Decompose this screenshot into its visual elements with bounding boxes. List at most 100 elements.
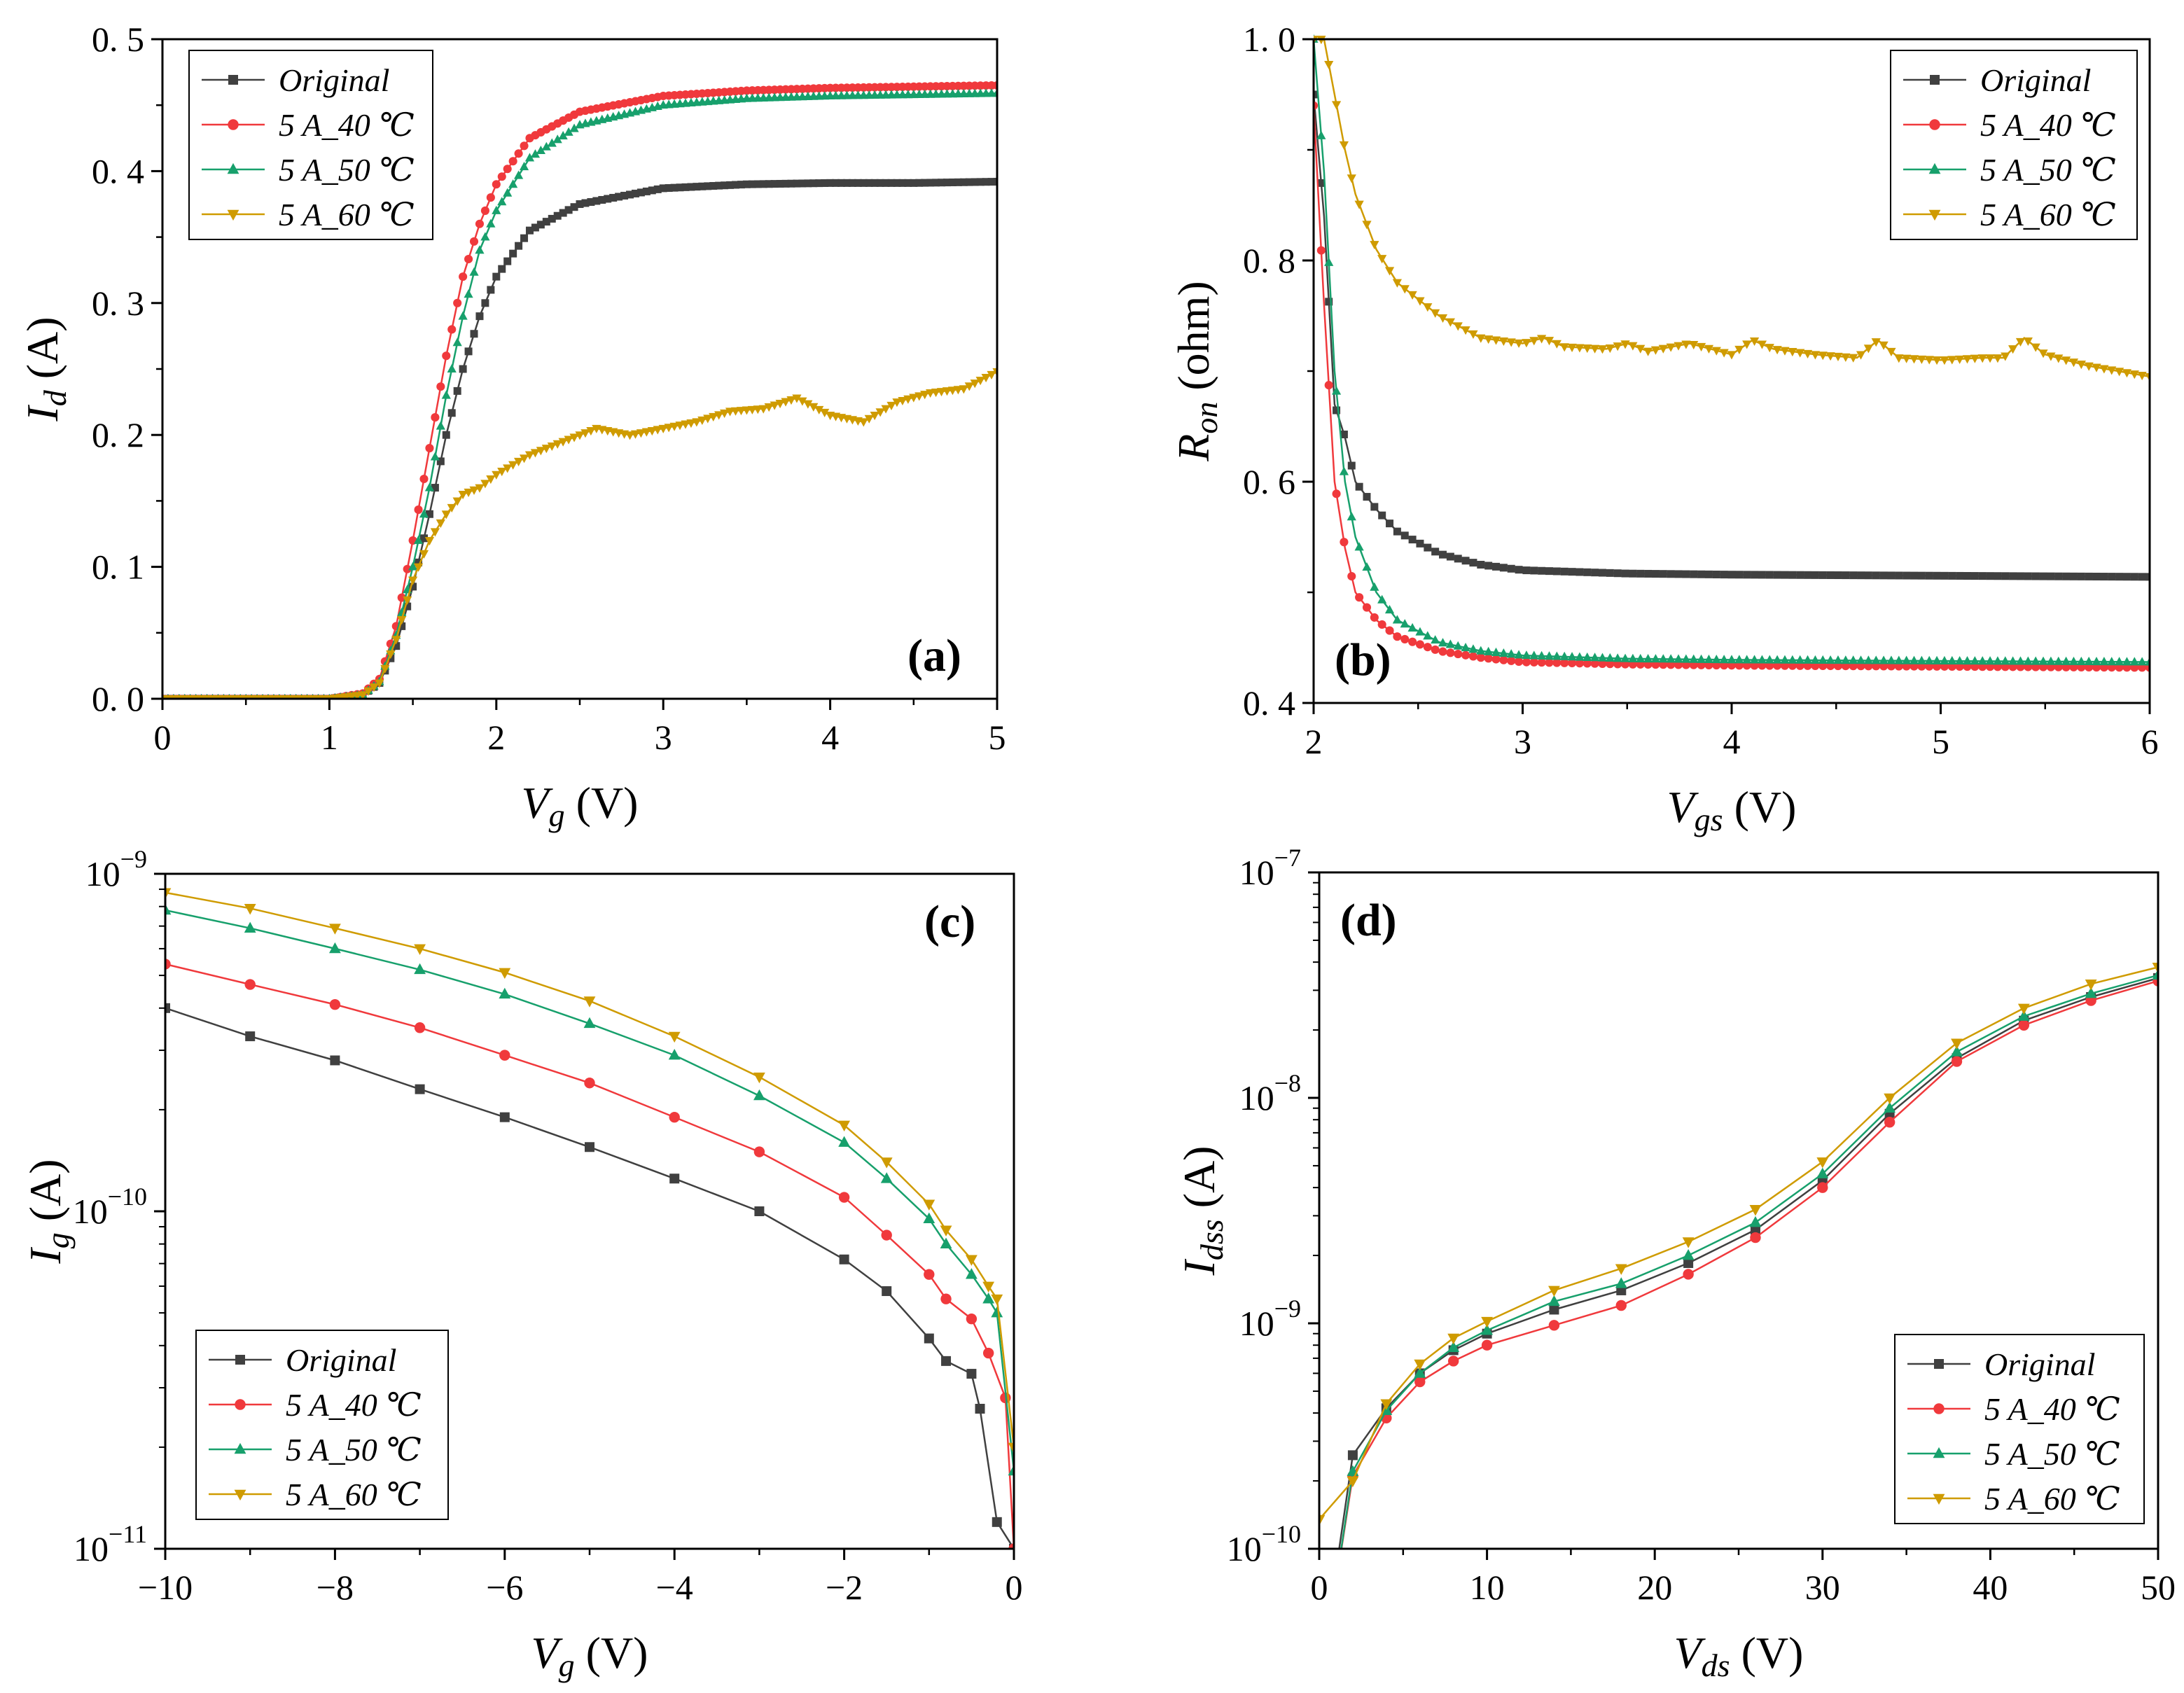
- data-point-d-3: [1414, 1359, 1426, 1371]
- x-tick-label: 50: [2141, 1568, 2176, 1607]
- y-tick-label: 10−7: [1239, 844, 1301, 892]
- data-point-b-0: [1538, 566, 1546, 575]
- data-point-a-0: [531, 223, 539, 232]
- data-point-b-1: [1431, 645, 1440, 654]
- data-point-b-0: [1576, 568, 1584, 576]
- data-point-a-0: [659, 184, 667, 193]
- data-point-b-3: [1681, 340, 1691, 349]
- data-point-b-3: [1415, 297, 1425, 306]
- data-point-d-3: [1481, 1316, 1493, 1328]
- data-point-b-0: [2100, 573, 2108, 581]
- data-point-b-0: [1386, 520, 1394, 528]
- data-point-b-0: [1629, 569, 1637, 578]
- data-point-c-1: [966, 1313, 978, 1325]
- data-point-d-3: [2152, 963, 2158, 974]
- data-point-b-0: [2009, 572, 2017, 580]
- data-point-b-3: [1491, 336, 1501, 345]
- x-tick-label: 0: [1311, 1568, 1328, 1607]
- data-point-b-1: [1362, 603, 1372, 612]
- data-point-b-3: [2107, 366, 2117, 375]
- data-point-a-0: [475, 312, 484, 321]
- data-point-c-2: [982, 1293, 995, 1304]
- data-point-a-3: [669, 422, 679, 431]
- data-point-b-2: [1658, 654, 1668, 663]
- data-point-a-3: [441, 510, 451, 520]
- y-tick-label: 0. 5: [92, 20, 144, 59]
- data-point-b-3: [1818, 351, 1828, 361]
- data-point-a-3: [653, 426, 662, 435]
- data-point-a-3: [736, 407, 746, 416]
- data-point-c-2: [165, 903, 172, 915]
- panel-c: −10 −8 −6 −4 −2 0 10−11 10−10 10−9 Vg (V) Ig (A) (c…: [20, 845, 1023, 1683]
- x-tick-label: 30: [1805, 1568, 1840, 1607]
- data-point-b-1: [1324, 381, 1333, 390]
- data-point-b-1: [1491, 655, 1501, 664]
- data-point-b-3: [2008, 345, 2018, 354]
- data-point-a-0: [832, 179, 840, 187]
- data-point-b-3: [2046, 352, 2056, 361]
- data-point-b-0: [1416, 539, 1424, 548]
- data-point-c-2: [991, 1306, 1003, 1318]
- data-point-a-0: [804, 179, 812, 188]
- data-point-a-3: [725, 407, 735, 417]
- data-point-b-1: [1484, 654, 1493, 663]
- data-point-c-2: [966, 1268, 978, 1279]
- data-point-a-1: [414, 505, 423, 515]
- data-point-b-2: [1734, 655, 1744, 664]
- data-point-a-2: [413, 535, 424, 544]
- data-point-b-2: [1453, 641, 1463, 650]
- data-point-c-0: [754, 1206, 765, 1216]
- data-point-d-1: [1750, 1232, 1761, 1243]
- data-point-a-3: [564, 436, 573, 445]
- data-point-a-0: [576, 200, 584, 208]
- data-point-b-1: [1446, 648, 1455, 657]
- data-point-b-2: [2076, 656, 2086, 665]
- data-point-d-2: [1447, 1341, 1460, 1353]
- data-point-c-2: [244, 921, 256, 933]
- data-point-a-0: [809, 179, 818, 188]
- data-point-b-2: [1590, 653, 1600, 662]
- data-point-a-3: [358, 691, 368, 699]
- data-point-b-3: [2137, 372, 2147, 381]
- data-point-a-0: [776, 179, 784, 188]
- x-axis-label: Vds (V): [1674, 1628, 1804, 1683]
- data-point-b-2: [2008, 656, 2018, 665]
- data-point-b-2: [1484, 646, 1494, 655]
- data-point-b-3: [1392, 279, 1402, 288]
- data-point-b-3: [1628, 342, 1638, 351]
- data-point-b-0: [1751, 571, 1759, 579]
- data-point-a-2: [469, 267, 479, 276]
- data-point-a-0: [403, 602, 412, 611]
- data-point-a-0: [431, 484, 439, 492]
- data-point-b-3: [1476, 334, 1486, 343]
- data-point-a-3: [436, 519, 445, 528]
- data-point-a-2: [441, 390, 451, 399]
- data-point-d-2: [1884, 1101, 1896, 1113]
- data-point-b-3: [1384, 267, 1395, 276]
- data-point-a-3: [558, 438, 568, 447]
- data-point-a-0: [409, 583, 417, 591]
- data-point-b-3: [1468, 330, 1478, 340]
- data-point-a-3: [909, 393, 919, 403]
- data-point-b-0: [1765, 571, 1774, 579]
- data-point-a-3: [569, 433, 579, 443]
- data-point-a-3: [641, 428, 651, 437]
- data-point-b-0: [1712, 570, 1720, 578]
- data-point-a-0: [392, 642, 401, 650]
- data-point-b-0: [1560, 567, 1569, 576]
- data-point-a-0: [648, 186, 656, 195]
- data-point-a-3: [914, 392, 924, 401]
- data-point-b-2: [1491, 647, 1501, 656]
- data-point-a-0: [876, 179, 884, 187]
- data-point-b-0: [1621, 569, 1629, 578]
- legend-label: 5 A_50 ℃: [286, 1432, 422, 1468]
- legend-label: 5 A_50 ℃: [1984, 1436, 2120, 1472]
- legend-marker: [228, 75, 238, 85]
- data-point-a-0: [425, 510, 433, 518]
- data-point-c-3: [940, 1225, 952, 1236]
- data-point-b-0: [1895, 571, 1903, 580]
- data-point-b-2: [1696, 654, 1706, 663]
- data-point-a-0: [959, 178, 968, 186]
- data-point-a-3: [720, 409, 730, 418]
- x-tick-label: 5: [1932, 722, 1949, 761]
